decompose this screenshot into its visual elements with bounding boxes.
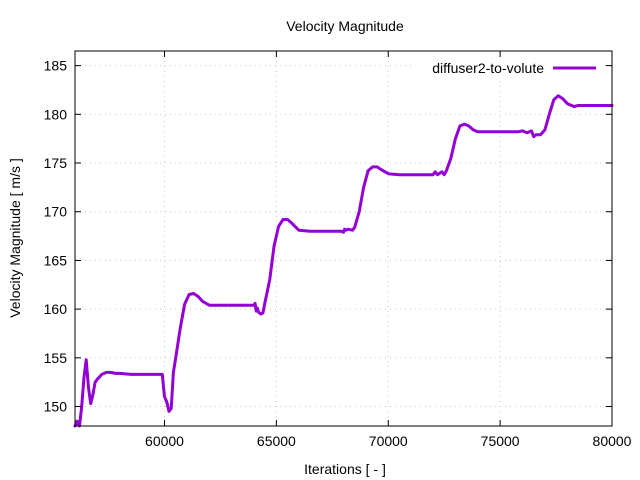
y-tick-label: 165 (44, 252, 68, 268)
plot-frame (74, 50, 613, 427)
y-tick-label: 170 (44, 204, 68, 220)
y-tick-label: 160 (44, 301, 68, 317)
series-layer (73, 94, 614, 428)
legend: diffuser2-to-volute (412, 57, 604, 79)
x-axis-title: Iterations [ - ] (304, 461, 386, 477)
x-tick-label: 70000 (369, 433, 408, 449)
x-tick-label: 80000 (593, 433, 632, 449)
x-tick-label: 75000 (481, 433, 520, 449)
y-tick-label: 175 (44, 155, 68, 171)
legend-label: diffuser2-to-volute (432, 60, 544, 76)
x-tick-label: 65000 (257, 433, 296, 449)
y-tick-label: 150 (44, 399, 68, 415)
axis-ticks: 60000 65000 70000 75000 80000 150 155 160 165 170… (44, 51, 632, 449)
y-tick-label: 185 (44, 58, 68, 74)
series-line-diffuser2-to-volute (73, 94, 614, 428)
legend-background (412, 57, 604, 79)
y-axis-title: Velocity Magnitude [ m/s ] (7, 158, 23, 318)
y-tick-label: 180 (44, 106, 68, 122)
y-tick-label: 155 (44, 350, 68, 366)
chart-title: Velocity Magnitude (286, 18, 404, 34)
x-tick-label: 60000 (145, 433, 184, 449)
